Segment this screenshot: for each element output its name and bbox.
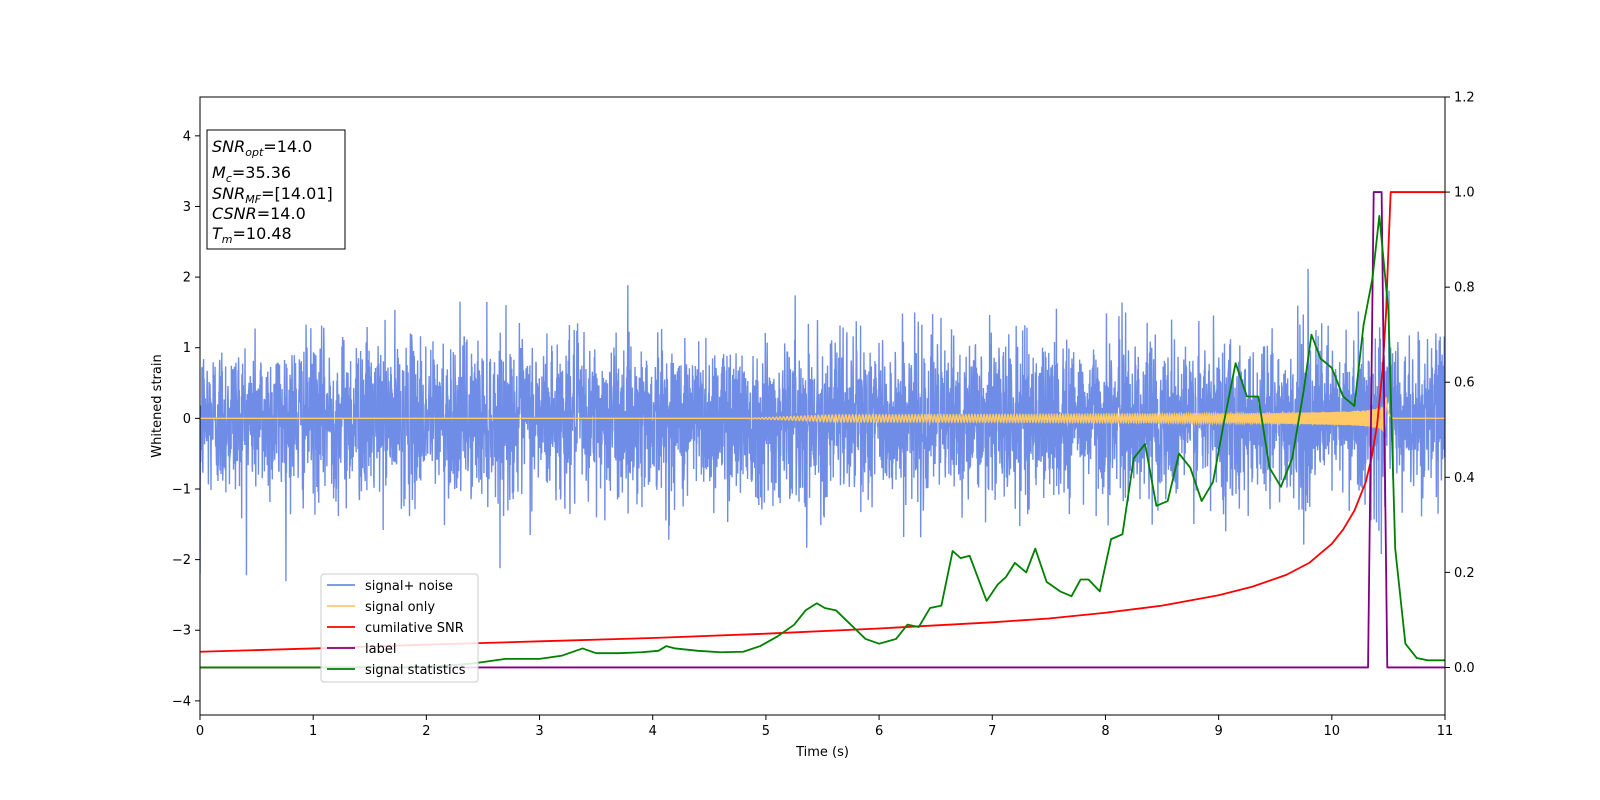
series-label-line: [200, 191, 1445, 669]
plot-frame: [199, 96, 1446, 716]
y2-tick-label: 0.8: [1454, 281, 1475, 296]
x-tick-label: 10: [1324, 724, 1341, 739]
legend: signal+ noise signal only cumilative SNR la…: [320, 573, 479, 683]
y-axis-left: −4 −3 −2 −1 0 1 2 3 4: [172, 129, 200, 709]
y-tick-label: 1: [183, 341, 191, 356]
y-tick-label: −2: [172, 553, 191, 568]
y-axis-right: 0.0 0.2 0.4 0.6 0.8 1.0 1.2: [1445, 91, 1475, 676]
series-signal-only-line: [200, 397, 1445, 434]
series-signal-noise-line: [200, 268, 1445, 582]
x-tick-label: 3: [535, 724, 543, 739]
x-tick-label: 6: [875, 724, 883, 739]
x-axis-label: Time (s): [795, 745, 849, 760]
x-tick-label: 2: [422, 724, 430, 739]
y2-tick-label: 0.4: [1454, 471, 1475, 486]
info-line: Tm=10.48: [212, 224, 292, 246]
x-tick-label: 0: [196, 724, 204, 739]
series-layer: [200, 191, 1445, 669]
x-axis: 0 1 2 3 4 5 6 7 8 9 10 11: [196, 715, 1453, 739]
x-tick-label: 4: [649, 724, 657, 739]
legend-entry-label: signal statistics: [365, 663, 466, 678]
y2-tick-label: 0.2: [1454, 566, 1475, 581]
y2-tick-label: 1.2: [1454, 91, 1475, 106]
series-cumulative-snr-line: [200, 191, 1445, 653]
info-line: Mc=35.36: [212, 163, 291, 185]
series-signal-statistics-line: [200, 214, 1445, 669]
x-tick-label: 11: [1437, 724, 1454, 739]
y-tick-label: −4: [172, 694, 191, 709]
legend-entry-label: signal only: [365, 600, 435, 615]
y2-tick-label: 0.6: [1454, 376, 1475, 391]
y-tick-label: 3: [183, 200, 191, 215]
legend-entry-label: signal+ noise: [365, 579, 453, 594]
info-box: SNRopt=14.0 Mc=35.36SNRMF=[14.01]CSNR=14.…: [206, 129, 346, 250]
x-tick-label: 9: [1214, 724, 1222, 739]
x-tick-label: 5: [762, 724, 770, 739]
x-tick-label: 1: [309, 724, 317, 739]
y-tick-label: 0: [183, 412, 191, 427]
y-tick-label: −3: [172, 624, 191, 639]
info-box-frame: [206, 129, 346, 250]
info-line: CSNR=14.0: [212, 204, 306, 223]
info-line: SNRopt=14.0: [212, 137, 312, 159]
y-tick-label: 2: [183, 271, 191, 286]
legend-frame: [320, 573, 479, 683]
x-tick-label: 7: [988, 724, 996, 739]
legend-entry-label: cumilative SNR: [365, 621, 464, 636]
info-line: SNRMF=[14.01]: [212, 184, 333, 206]
y-tick-label: 4: [183, 129, 191, 144]
y-axis-label: Whitened strain: [150, 354, 165, 457]
y-tick-label: −1: [172, 482, 191, 497]
y2-tick-label: 0.0: [1454, 661, 1475, 676]
legend-entry-label: label: [365, 642, 396, 657]
x-tick-label: 8: [1101, 724, 1109, 739]
y2-tick-label: 1.0: [1454, 186, 1475, 201]
